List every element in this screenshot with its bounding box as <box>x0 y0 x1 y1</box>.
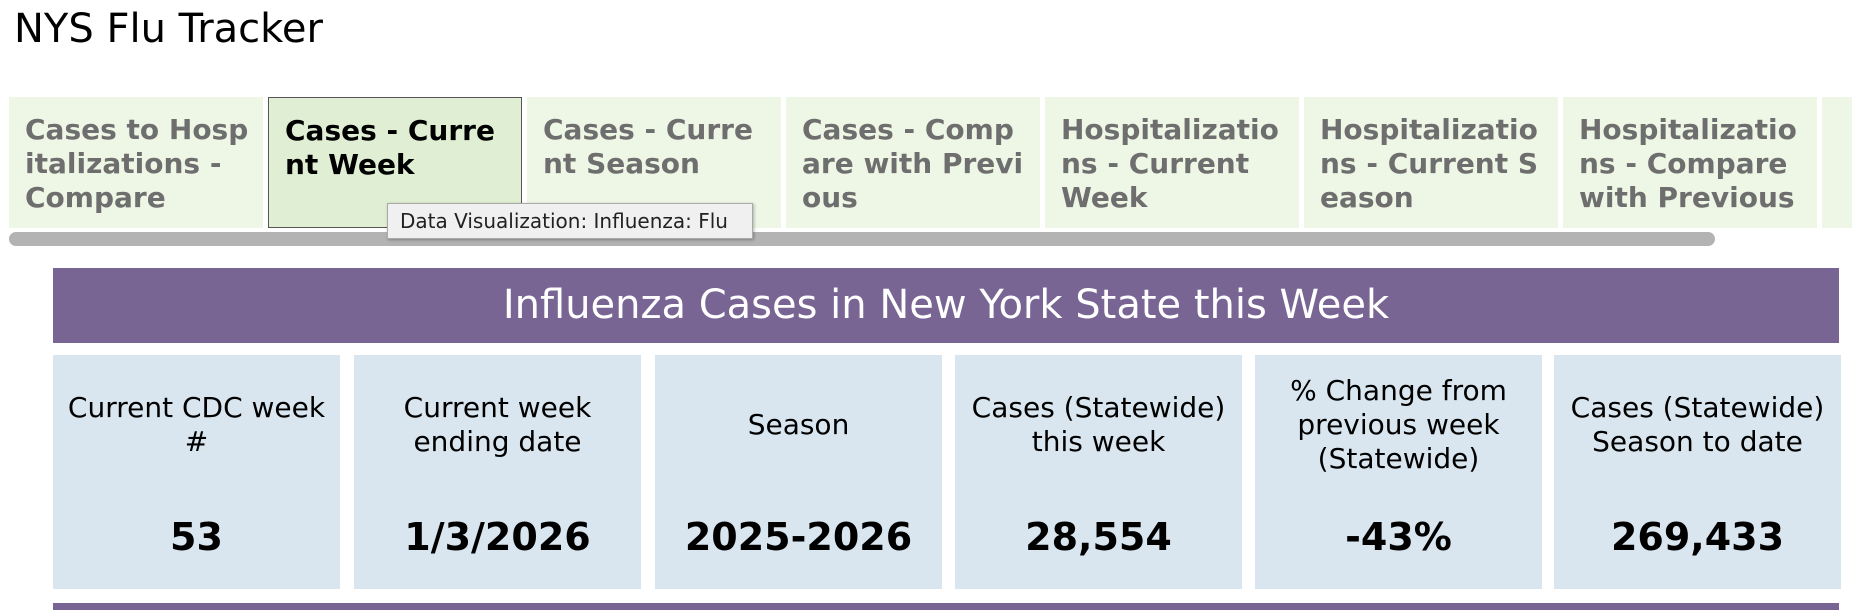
tab-bar: Cases to Hospitalizations - Compare Cases… <box>9 97 1852 228</box>
kpi-card: Current week ending date 1/3/2026 <box>354 355 641 589</box>
tab[interactable] <box>1822 97 1852 228</box>
scrollbar[interactable] <box>9 232 1715 246</box>
tab[interactable]: Hospitalizations - Compare with Previous <box>1563 97 1817 228</box>
kpi-card: Current CDC week # 53 <box>53 355 340 589</box>
tooltip: Data Visualization: Influenza: Flu <box>387 203 753 239</box>
tab[interactable]: Hospitalizations - Current Season <box>1304 97 1558 228</box>
page-title: NYS Flu Tracker <box>14 6 323 52</box>
tab[interactable]: Hospitalizations - Current Week <box>1045 97 1299 228</box>
kpi-value: 28,554 <box>1025 515 1172 559</box>
kpi-label: Current week ending date <box>403 391 592 458</box>
kpi-value: 2025-2026 <box>684 515 913 559</box>
kpi-label: % Change from previous week (Statewide) <box>1290 374 1507 475</box>
kpi-card: Season 2025-2026 <box>655 355 942 589</box>
kpi-value: 1/3/2026 <box>404 515 591 559</box>
kpi-value: 269,433 <box>1610 515 1785 559</box>
banner: Influenza Cases in New York State this W… <box>53 268 1839 343</box>
kpi-label: Cases (Statewide) this week <box>971 391 1226 458</box>
kpi-label: Cases (Statewide) Season to date <box>1570 391 1825 458</box>
kpi-card: Cases (Statewide) this week 28,554 <box>955 355 1242 589</box>
divider <box>53 603 1839 610</box>
kpi-value: -43% <box>1345 515 1452 559</box>
kpi-card: % Change from previous week (Statewide) -… <box>1255 355 1542 589</box>
tab[interactable]: Cases - Compare with Previous <box>786 97 1040 228</box>
tab[interactable]: Cases to Hospitalizations - Compare <box>9 97 263 228</box>
kpi-card: Cases (Statewide) Season to date 269,433 <box>1554 355 1841 589</box>
kpi-label: Current CDC week # <box>67 391 326 458</box>
kpi-label: Season <box>747 408 850 441</box>
kpi-value: 53 <box>170 515 223 559</box>
